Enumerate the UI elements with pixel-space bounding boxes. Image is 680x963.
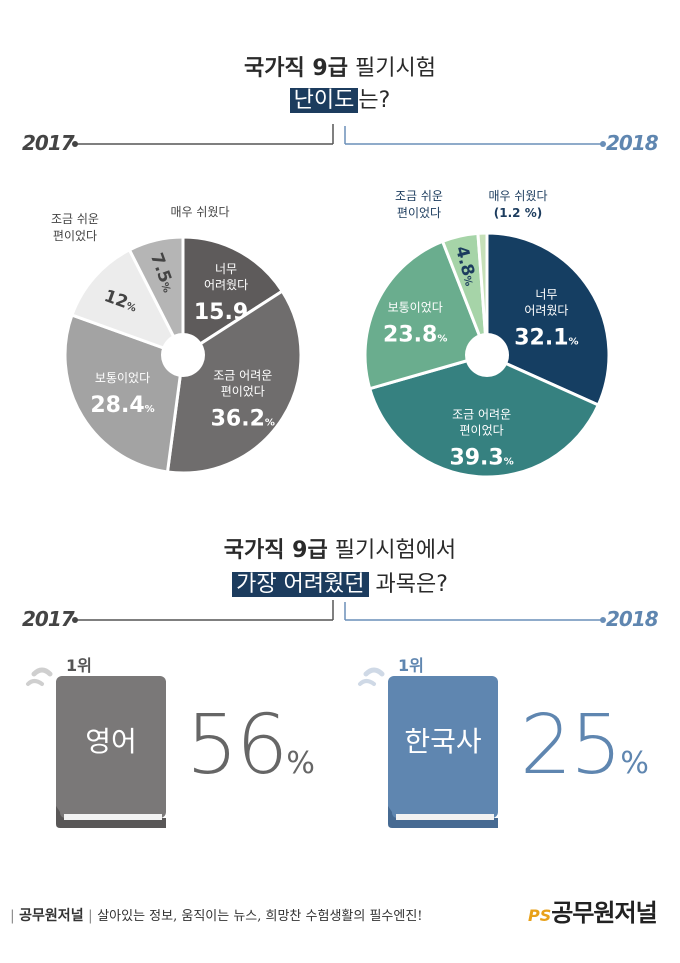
percent-2017: 56%	[186, 698, 315, 793]
footer-logo: PS공무원저널	[528, 893, 658, 928]
section1-title-rest: 필기시험	[354, 56, 436, 81]
pie-2017-label-slightly-easy-line1: 조금 쉬운	[51, 212, 99, 226]
pie-2017-center-hole	[161, 333, 205, 377]
pie-2017-slice-0	[181, 235, 285, 358]
section2-subtitle: 가장 어려웠던 과목은?	[0, 566, 680, 598]
pie-2018-value-0: 32.1%	[514, 326, 578, 351]
percent-2017-value: 56	[186, 698, 288, 793]
book-2018-icon	[358, 667, 498, 828]
pie-2017-slice-3	[70, 247, 187, 358]
pie-2017-category-0-line0: 너무	[215, 262, 237, 276]
subject-2017: 영어	[85, 725, 137, 758]
footer-brand: 공무원저널	[19, 908, 84, 924]
subject-2018: 한국사	[404, 725, 482, 758]
pie-2018-slice-4	[476, 231, 489, 356]
section1-title: 국가직 9급 필기시험	[0, 50, 680, 82]
section2-subtitle-highlight: 가장 어려웠던	[232, 572, 369, 597]
footer-slogan: 살아있는 정보, 움직이는 뉴스, 희망찬 수험생활의 필수엔진!	[97, 909, 423, 924]
pie-2018-category-0-line0: 너무	[535, 288, 557, 302]
book-2017-icon	[26, 667, 166, 828]
pie-2017-label-very-easy: 매우 쉬웠다	[170, 205, 229, 219]
percent-2018: 25%	[520, 698, 649, 793]
book-2018-cover	[388, 676, 498, 818]
pie-2017-value-2: 28.4%	[90, 393, 154, 418]
timeline-2-left-dot	[72, 617, 78, 623]
pie-2017-category-2-line0: 보통이었다	[95, 371, 150, 385]
pie-2018-slice-0	[485, 231, 611, 407]
book-2017-cover	[56, 676, 166, 818]
section1-subtitle-highlight: 난이도	[289, 88, 359, 113]
pie-2018-slice-1	[367, 353, 601, 479]
section2-title-bold: 국가직 9급	[223, 538, 328, 563]
pie-2017-category-1-line1: 편이었다	[221, 385, 265, 399]
footer-tagline: | 공무원저널 | 살아있는 정보, 움직이는 뉴스, 희망찬 수험생활의 필수…	[10, 908, 423, 924]
timeline-2	[72, 600, 606, 623]
section2-subtitle-rest: 과목은?	[375, 572, 448, 597]
section2-title: 국가직 9급 필기시험에서	[0, 532, 680, 564]
pie-2017-slice-2	[63, 313, 185, 474]
pie-2017-value-1: 36.2%	[211, 407, 275, 432]
pie-2018-label-slightly-easy-line1: 조금 쉬운	[395, 189, 443, 203]
timeline-2-right-dot	[600, 617, 606, 623]
pie-2017-slice-1	[165, 289, 303, 475]
rank-2018: 1위	[398, 656, 424, 675]
percent-2018-unit: %	[620, 746, 649, 781]
section1-subtitle-rest: 는?	[358, 88, 391, 113]
percent-2018-value: 25	[520, 698, 622, 793]
section1-title-bold: 국가직 9급	[244, 56, 348, 81]
pie-2017-slice-4	[127, 235, 185, 356]
year-2017-label-2: 2017	[22, 607, 75, 631]
timeline-1-left-dot	[72, 141, 78, 147]
pie-2018-value-2: 23.8%	[383, 322, 447, 347]
pie-2018-category-2-line0: 보통이었다	[388, 300, 443, 314]
year-2018-label-2: 2018	[606, 607, 659, 631]
footer-logo-text: 공무원저널	[551, 899, 657, 927]
pie-2017-category-1-line0: 조금 어려운	[213, 369, 272, 383]
section2-title-rest: 필기시험에서	[334, 538, 457, 563]
pie-2018-category-0-line1: 어려웠다	[524, 304, 568, 318]
percent-2017-unit: %	[286, 746, 315, 781]
pie-2018-category-1-line0: 조금 어려운	[452, 407, 511, 421]
pie-2018-label-slightly-easy-line2: 편이었다	[397, 206, 441, 220]
pie-2018-value-1: 39.3%	[449, 445, 513, 470]
pie-2017-label-slightly-easy-line2: 편이었다	[53, 229, 97, 243]
pie-2018-label-very-easy: 매우 쉬웠다	[488, 189, 547, 203]
pie-2018-value-very-easy: (1.2 %)	[494, 206, 542, 220]
year-2017-label-1: 2017	[22, 131, 75, 155]
pie-2018-category-1-line1: 편이었다	[460, 423, 504, 437]
pie-2017-category-0-line1: 어려웠다	[204, 278, 248, 292]
year-2018-label-1: 2018	[606, 131, 659, 155]
pie-2018-center-hole	[465, 333, 509, 377]
timeline-1-right-dot	[600, 141, 606, 147]
footer-logo-ps: PS	[528, 906, 552, 925]
section1-subtitle: 난이도 는?	[0, 82, 680, 114]
timeline-1	[72, 124, 606, 147]
rank-2017: 1위	[66, 656, 92, 675]
